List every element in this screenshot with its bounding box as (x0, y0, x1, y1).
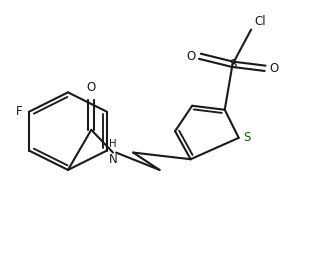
Text: O: O (87, 81, 96, 94)
Text: N: N (109, 153, 117, 166)
Text: F: F (16, 105, 23, 118)
Text: H: H (109, 139, 117, 149)
Text: S: S (243, 131, 251, 144)
Text: O: O (186, 50, 195, 63)
Text: O: O (270, 62, 279, 75)
Text: S: S (229, 58, 236, 71)
Text: Cl: Cl (254, 15, 266, 28)
